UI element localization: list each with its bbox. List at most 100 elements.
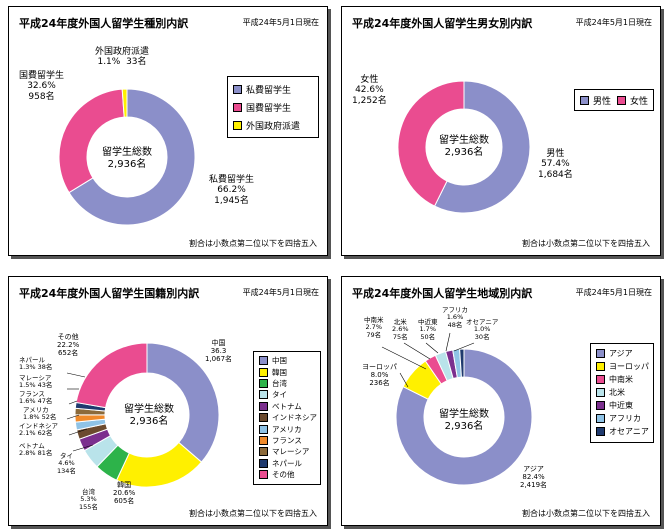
legend-label: 私費留学生 — [246, 85, 292, 96]
legend-item-4: タイ — [259, 389, 315, 400]
legend-label: 韓国 — [272, 367, 287, 377]
legend-label: インドネシア — [272, 413, 317, 423]
label-name: インドネシア — [19, 422, 58, 430]
legend-item-3: 台湾 — [259, 378, 315, 389]
label-male: 男性 57.4% 1,684名 — [538, 149, 573, 180]
label-name: 外国政府派遣 — [95, 47, 150, 57]
donut-slice-1 — [395, 348, 533, 486]
legend: アジア ヨーロッパ 中南米 北米 中近東 アフリカ オセアニア — [590, 343, 654, 443]
legend-item-6: インドネシア — [259, 412, 317, 423]
label-name: オセアニア — [466, 318, 499, 326]
label-percent: 5.3% — [80, 495, 97, 504]
label-percent: 1.1% — [97, 57, 121, 68]
legend-swatch — [596, 401, 605, 410]
slice-label-8: フランス 1.6% 47名 — [19, 390, 53, 406]
panel-nationality-breakdown: 平成24年度外国人留学生国籍別内訳 平成24年5月1日現在 留学生総数 2,93… — [8, 276, 328, 526]
slice-label-9: マレーシア 1.5% 43名 — [19, 374, 53, 390]
label-name: アメリカ — [23, 406, 49, 414]
leader-line — [445, 332, 451, 352]
center-label: 留学生総数 — [102, 147, 152, 158]
legend-label: 中南米 — [609, 375, 633, 384]
legend-label: ベトナム — [272, 401, 302, 411]
label-percent: 82.4% — [522, 473, 545, 482]
as-of-date: 平成24年5月1日現在 — [575, 288, 652, 297]
label-percent: 1.6% — [446, 313, 464, 322]
legend-item-11: その他 — [259, 469, 315, 480]
legend-item-female: 女性 — [617, 93, 648, 107]
label-count: 1,684名 — [538, 169, 573, 180]
label-government: 国費留学生 32.6% 958名 — [19, 71, 64, 102]
label-percent-count: 1.5% 43名 — [19, 381, 53, 390]
leader-line — [66, 414, 80, 420]
legend-label: ネパール — [272, 458, 302, 468]
label-count: 134名 — [57, 466, 76, 475]
legend-label: 女性 — [630, 96, 649, 107]
leader-line — [453, 342, 475, 352]
panel-type-breakdown: 平成24年度外国人留学生種別内訳 平成24年5月1日現在 留学生総数 2,936… — [8, 6, 328, 256]
slice-label-5: 中近東 1.7% 50名 — [418, 318, 438, 341]
label-count: 2,419名 — [520, 481, 548, 490]
label-percent-count: 2.8% 81名 — [19, 449, 53, 458]
label-percent-count: 1.1% 33名 — [95, 57, 149, 67]
leader-line — [68, 400, 78, 405]
legend-swatch — [233, 120, 242, 130]
legend-label: アフリカ — [609, 414, 641, 423]
label-name: 韓国 — [117, 481, 132, 489]
legend-item-5: ベトナム — [259, 401, 315, 412]
rounding-note: 割合は小数点第二位以下を四捨五入 — [522, 509, 650, 518]
center-value: 2,936名 — [444, 421, 484, 432]
label-name: フランス — [19, 390, 45, 398]
slice-label-2: ヨーロッパ 8.0% 236名 — [362, 363, 397, 387]
donut-slice-11 — [75, 342, 148, 409]
label-name: その他 — [57, 333, 79, 341]
legend-label: フランス — [272, 435, 302, 445]
label-count: 236名 — [369, 379, 390, 388]
label-percent: 36.3 — [210, 347, 227, 356]
slice-label-3: 台湾 5.3% 155名 — [79, 488, 98, 511]
label-percent: 4.6% — [58, 459, 75, 468]
legend-item-2: ヨーロッパ — [596, 360, 649, 373]
slice-label-2: 韓国 20.6% 605名 — [113, 481, 135, 505]
legend-swatch — [596, 362, 605, 371]
legend-item-1: 中国 — [259, 355, 315, 366]
legend-swatch — [259, 367, 268, 377]
legend-swatch — [596, 388, 605, 397]
leader-line — [66, 372, 86, 378]
label-count: 79名 — [366, 330, 382, 339]
label-name: ベトナム — [19, 442, 45, 450]
legend-label: 台湾 — [272, 378, 287, 388]
label-percent-count: 1.6% 47名 — [19, 397, 53, 406]
slice-label-1: アジア 82.4% 2,419名 — [520, 465, 547, 489]
label-percent-count: 2.1% 62名 — [19, 429, 53, 438]
panel-gender-breakdown: 平成24年度外国人留学生男女別内訳 平成24年5月1日現在 留学生総数 2,93… — [341, 6, 661, 256]
slice-label-6: アフリカ 1.6% 48名 — [442, 306, 468, 329]
chart-title: 平成24年度外国人留学生国籍別内訳 — [19, 287, 200, 300]
label-percent: 22.2% — [57, 341, 80, 350]
region-donut-chart — [381, 332, 533, 486]
leader-line — [425, 342, 439, 354]
panel-region-breakdown: 平成24年度外国人留学生地域別内訳 平成24年5月1日現在 留学生総数 2,93… — [341, 276, 661, 526]
legend-item-male: 男性 — [580, 93, 611, 107]
legend-swatch — [259, 447, 268, 457]
label-count: 1,252名 — [352, 95, 387, 106]
legend: 中国 韓国 台湾 タイ ベトナム インドネシア アメリカ フランス マレーシア ネパール その他 — [253, 351, 321, 485]
donut-slice-7 — [459, 348, 465, 378]
label-name: アジア — [523, 465, 544, 473]
legend-label: 外国政府派遣 — [246, 121, 301, 132]
legend: 男性 女性 — [574, 89, 654, 111]
legend-swatch — [259, 458, 268, 468]
label-count: 48名 — [447, 320, 463, 329]
nationality-donut-chart — [66, 342, 220, 488]
legend-label: アメリカ — [272, 424, 302, 434]
legend-item-4: 北米 — [596, 386, 648, 399]
legend-label: 男性 — [593, 96, 612, 107]
as-of-date: 平成24年5月1日現在 — [242, 18, 319, 27]
leader-line — [68, 428, 88, 436]
slice-label-5: ベトナム 2.8% 81名 — [19, 442, 53, 458]
legend-item-private: 私費留学生 — [233, 80, 313, 98]
label-percent: 8.0% — [370, 371, 389, 380]
label-count: 958名 — [28, 91, 55, 102]
slice-label-4: 北米 2.6% 75名 — [392, 318, 409, 341]
as-of-date: 平成24年5月1日現在 — [242, 288, 319, 297]
legend-swatch — [259, 413, 268, 423]
